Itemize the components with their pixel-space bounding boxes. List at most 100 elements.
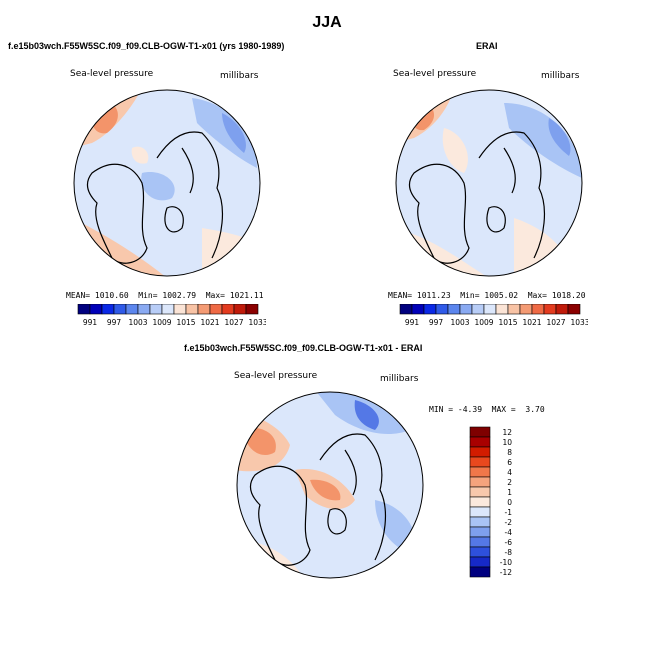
diff-coastline-greenland xyxy=(327,508,347,535)
diff-colorbar-label: -12 xyxy=(500,568,512,577)
diff-colorbar-label: 6 xyxy=(507,458,512,467)
diff-colorbar-swatch xyxy=(469,476,491,488)
model-colorbar-swatch xyxy=(233,304,247,315)
diff-colorbar-label: -8 xyxy=(505,548,513,557)
obs-map-border xyxy=(395,89,583,277)
model-coastline-greenland xyxy=(164,206,184,233)
diff-negative-north-core xyxy=(354,400,379,430)
obs-coastline-greenland xyxy=(486,206,506,233)
model-colorbar-swatch xyxy=(89,304,103,315)
diff-colorbar-swatch xyxy=(469,556,491,568)
diff-min-label: MIN = xyxy=(429,405,454,414)
diff-colorbar-swatch xyxy=(469,496,491,508)
diff-positive-center-core xyxy=(310,479,341,501)
obs-colorbar-swatch xyxy=(411,304,425,315)
diff-variable-label: Sea-level pressure xyxy=(234,371,318,381)
obs-neutral-north xyxy=(442,128,468,173)
diff-colorbar-label: -10 xyxy=(500,558,512,567)
model-colorbar-label: 1033 xyxy=(248,318,266,327)
obs-colorbar-swatch xyxy=(495,304,509,315)
model-min-label: Min= xyxy=(138,291,158,300)
diff-colorbar-swatch xyxy=(469,536,491,548)
diff-colorbar-label: 10 xyxy=(502,438,512,447)
obs-variable-label: Sea-level pressure xyxy=(393,69,477,79)
obs-colorbar-swatch xyxy=(555,304,569,315)
obs-colorbar-swatch xyxy=(423,304,437,315)
obs-min-value: 1005.02 xyxy=(484,291,519,300)
diff-colorbar-swatch xyxy=(469,506,491,518)
obs-colorbar-label: 1009 xyxy=(474,318,493,327)
model-colorbar-swatch xyxy=(173,304,187,315)
model-colorbar-label: 1009 xyxy=(152,318,171,327)
model-low-pressure-ne-core xyxy=(222,113,246,153)
obs-min-label: Min= xyxy=(460,291,480,300)
model-colorbar-swatch xyxy=(221,304,235,315)
obs-coastline-north-america xyxy=(408,163,470,264)
obs-panel-title: ERAI xyxy=(476,41,498,51)
model-variable-label: Sea-level pressure xyxy=(70,69,154,79)
model-colorbar-label: 1003 xyxy=(128,318,147,327)
obs-map-background xyxy=(396,90,582,276)
model-colorbar-label: 1021 xyxy=(200,318,219,327)
model-colorbar-swatch xyxy=(125,304,139,315)
obs-units-label: millibars xyxy=(541,71,580,81)
model-max-value: 1021.11 xyxy=(229,291,264,300)
diff-colorbar-swatch xyxy=(469,456,491,468)
model-low-pressure-center xyxy=(141,172,175,201)
diff-stats: MIN = -4.39 MAX = 3.70 xyxy=(429,405,545,414)
model-colorbar-label: 1027 xyxy=(224,318,243,327)
model-colorbar-swatch xyxy=(185,304,199,315)
obs-colorbar-label: 991 xyxy=(405,318,420,327)
diff-colorbar-swatch xyxy=(469,486,491,498)
diff-colorbar-swatch xyxy=(469,426,491,438)
diff-colorbar-swatch xyxy=(469,446,491,458)
model-coastline-eurasia xyxy=(156,131,223,259)
model-units-label: millibars xyxy=(220,71,259,81)
obs-colorbar-swatch xyxy=(435,304,449,315)
model-colorbar-swatch xyxy=(209,304,223,315)
obs-low-pressure-ne-core xyxy=(548,118,571,156)
obs-colorbar-label: 1015 xyxy=(498,318,517,327)
obs-colorbar-swatch xyxy=(507,304,521,315)
model-min-value: 1002.79 xyxy=(162,291,197,300)
diff-min-value: -4.39 xyxy=(457,405,483,414)
model-coastline-north-america xyxy=(86,163,148,264)
model-colorbar-swatch xyxy=(161,304,175,315)
obs-stats: MEAN= 1011.23 Min= 1005.02 Max= 1018.20 xyxy=(388,291,586,300)
obs-mean-label: MEAN= xyxy=(388,291,413,300)
obs-colorbar-label: 997 xyxy=(429,318,444,327)
obs-colorbar-label: 1021 xyxy=(522,318,541,327)
diff-colorbar-label: 4 xyxy=(507,468,512,477)
model-polar-map xyxy=(73,89,261,277)
diff-colorbar-swatch xyxy=(469,466,491,478)
obs-colorbar-swatch xyxy=(531,304,545,315)
obs-colorbar-label: 1033 xyxy=(570,318,588,327)
model-colorbar-label: 997 xyxy=(107,318,122,327)
model-colorbar-swatch xyxy=(137,304,151,315)
model-colorbar-swatch xyxy=(149,304,163,315)
diff-map-border xyxy=(236,391,424,579)
model-colorbar-swatch xyxy=(77,304,91,315)
model-mean-value: 1010.60 xyxy=(94,291,129,300)
obs-colorbar-swatch xyxy=(483,304,497,315)
obs-colorbar-swatch xyxy=(459,304,473,315)
obs-colorbar-swatch xyxy=(399,304,413,315)
diff-colorbar-label: 0 xyxy=(507,498,512,507)
diff-coastline-north-america xyxy=(249,465,311,566)
diff-colorbar-label: 2 xyxy=(507,478,512,487)
obs-mean-value: 1011.23 xyxy=(416,291,451,300)
diff-colorbar-swatch xyxy=(469,516,491,528)
model-max-label: Max= xyxy=(205,291,225,300)
model-colorbar-swatch xyxy=(197,304,211,315)
model-colorbar: 991 997 1003 1009 1015 1021 1027 1033 xyxy=(77,304,266,327)
diff-colorbar-swatch xyxy=(469,566,491,578)
model-panel-title: f.e15b03wch.F55W5SC.f09_f09.CLB-OGW-T1-x… xyxy=(8,41,285,51)
model-low-pressure-ne xyxy=(192,98,257,168)
model-colorbar-label: 1015 xyxy=(176,318,195,327)
model-mean-label: MEAN= xyxy=(66,291,91,300)
diff-colorbar-swatch xyxy=(469,546,491,558)
diff-colorbar-swatch xyxy=(469,526,491,538)
model-neutral-center xyxy=(131,146,149,164)
diff-panel-title: f.e15b03wch.F55W5SC.f09_f09.CLB-OGW-T1-x… xyxy=(184,343,423,353)
model-colorbar-swatch xyxy=(113,304,127,315)
